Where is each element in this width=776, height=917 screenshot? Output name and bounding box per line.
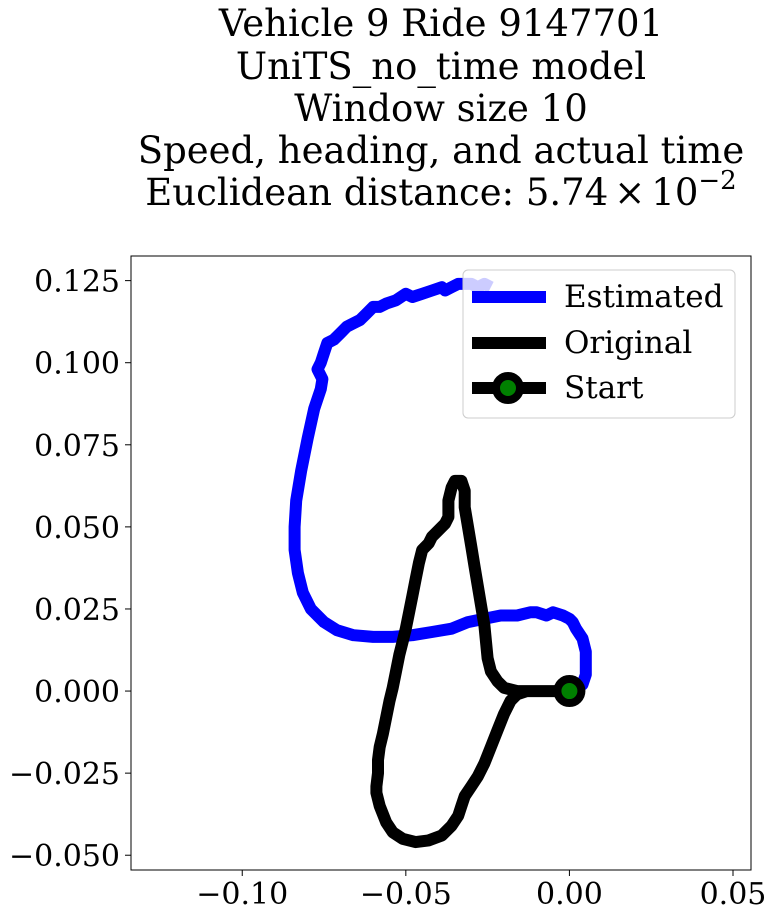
y-tick-label: −0.025 — [9, 757, 120, 792]
title-line-distance: Euclidean distance: 5.74 × 10−2 — [145, 166, 736, 214]
x-tick-label: 0.00 — [536, 877, 603, 912]
legend-start-label: Start — [564, 370, 644, 406]
legend-original-label: Original — [564, 325, 692, 361]
y-axis: −0.050 −0.025 0.000 0.025 0.050 0.075 0.100 0.1… — [9, 265, 131, 874]
y-tick-label: 0.000 — [34, 675, 120, 710]
legend-start-marker — [492, 372, 524, 404]
y-tick-label: 0.100 — [34, 347, 120, 382]
legend: Estimated Original Start — [462, 269, 736, 419]
x-tick-label: 0.05 — [700, 877, 767, 912]
distance-times: × — [614, 171, 645, 214]
plot-frame — [130, 255, 752, 871]
title-line-4: Speed, heading, and actual time — [138, 129, 745, 172]
series-original-line — [370, 474, 570, 849]
x-tick-label: −0.05 — [360, 877, 452, 912]
legend-estimated-label: Estimated — [564, 279, 723, 315]
title-line-1: Vehicle 9 Ride 9147701 — [218, 2, 663, 45]
chart-title: Vehicle 9 Ride 9147701 UniTS_no_time mod… — [138, 2, 745, 214]
title-line-2: UniTS_no_time model — [236, 45, 646, 89]
y-tick-label: 0.025 — [34, 593, 120, 628]
y-tick-label: −0.050 — [9, 839, 120, 874]
y-tick-label: 0.050 — [34, 511, 120, 546]
distance-prefix: Euclidean distance: — [145, 171, 526, 214]
y-tick-label: 0.075 — [34, 429, 120, 464]
x-axis: −0.10 −0.05 0.00 0.05 — [196, 870, 766, 912]
x-tick-label: −0.10 — [196, 877, 288, 912]
distance-mantissa: 5.74 — [526, 171, 608, 214]
title-line-3: Window size 10 — [294, 87, 588, 130]
series-estimated-line — [288, 277, 592, 697]
distance-base: 10 — [651, 171, 698, 214]
plot-area — [130, 255, 752, 871]
distance-exponent: −2 — [698, 166, 736, 196]
legend-frame — [462, 269, 736, 419]
start-marker — [553, 675, 586, 708]
y-tick-label: 0.125 — [34, 265, 120, 300]
